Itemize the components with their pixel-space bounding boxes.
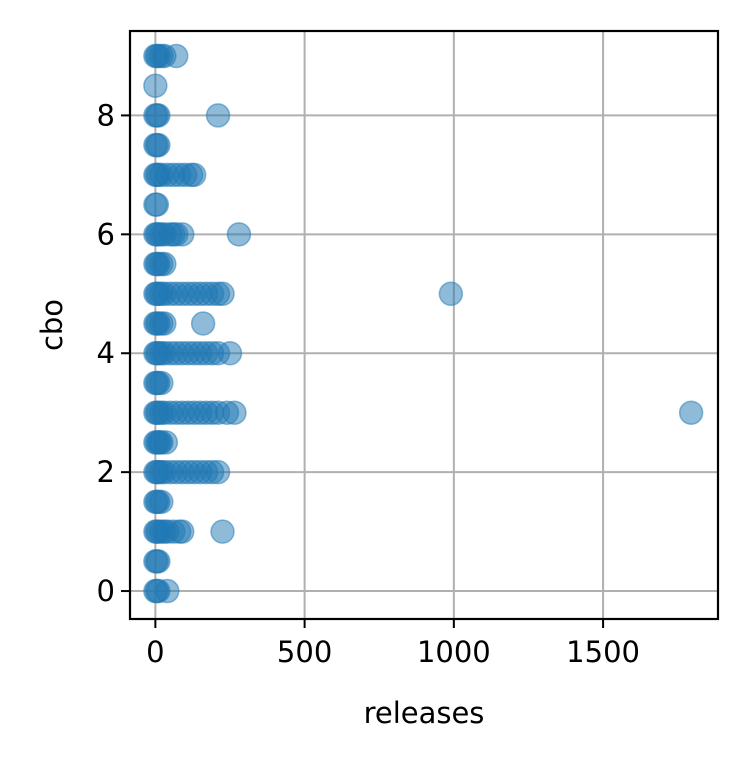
data-point xyxy=(205,459,231,485)
y-tick-label: 6 xyxy=(97,217,115,251)
data-point xyxy=(210,281,235,307)
data-point xyxy=(146,103,171,128)
data-point xyxy=(153,430,179,455)
data-point xyxy=(438,281,464,307)
data-point xyxy=(217,340,243,366)
y-axis-label: cbo xyxy=(35,299,69,351)
data-point xyxy=(181,162,207,188)
data-point xyxy=(205,103,231,128)
data-point xyxy=(155,578,180,604)
data-point xyxy=(190,311,216,336)
data-point xyxy=(226,222,252,247)
y-tick-label: 0 xyxy=(97,574,115,608)
x-tick-label: 1000 xyxy=(417,635,491,669)
x-tick-label: 1500 xyxy=(566,635,640,669)
plot-frame xyxy=(128,29,720,621)
axis-ticks: 0 500 1000 1500 0 2 4 6 8 xyxy=(97,98,640,669)
data-point xyxy=(169,519,195,544)
data-point xyxy=(144,192,170,217)
data-point xyxy=(149,489,174,515)
x-tick-label: 500 xyxy=(277,635,332,669)
data-point xyxy=(210,519,235,544)
x-tick-label: 0 xyxy=(146,635,164,669)
y-tick-label: 8 xyxy=(97,98,115,132)
data-point xyxy=(164,43,189,69)
data-point xyxy=(678,400,704,425)
y-tick-label: 2 xyxy=(97,455,115,489)
y-tick-label: 4 xyxy=(97,336,115,370)
data-point xyxy=(146,549,171,574)
x-axis-label: releases xyxy=(364,696,485,730)
data-point xyxy=(169,222,195,247)
data-point xyxy=(152,311,177,336)
data-point xyxy=(222,400,247,425)
data-points xyxy=(143,43,704,604)
data-point xyxy=(143,73,168,98)
data-point xyxy=(149,370,174,396)
data-point xyxy=(152,251,177,277)
data-point xyxy=(146,132,171,158)
